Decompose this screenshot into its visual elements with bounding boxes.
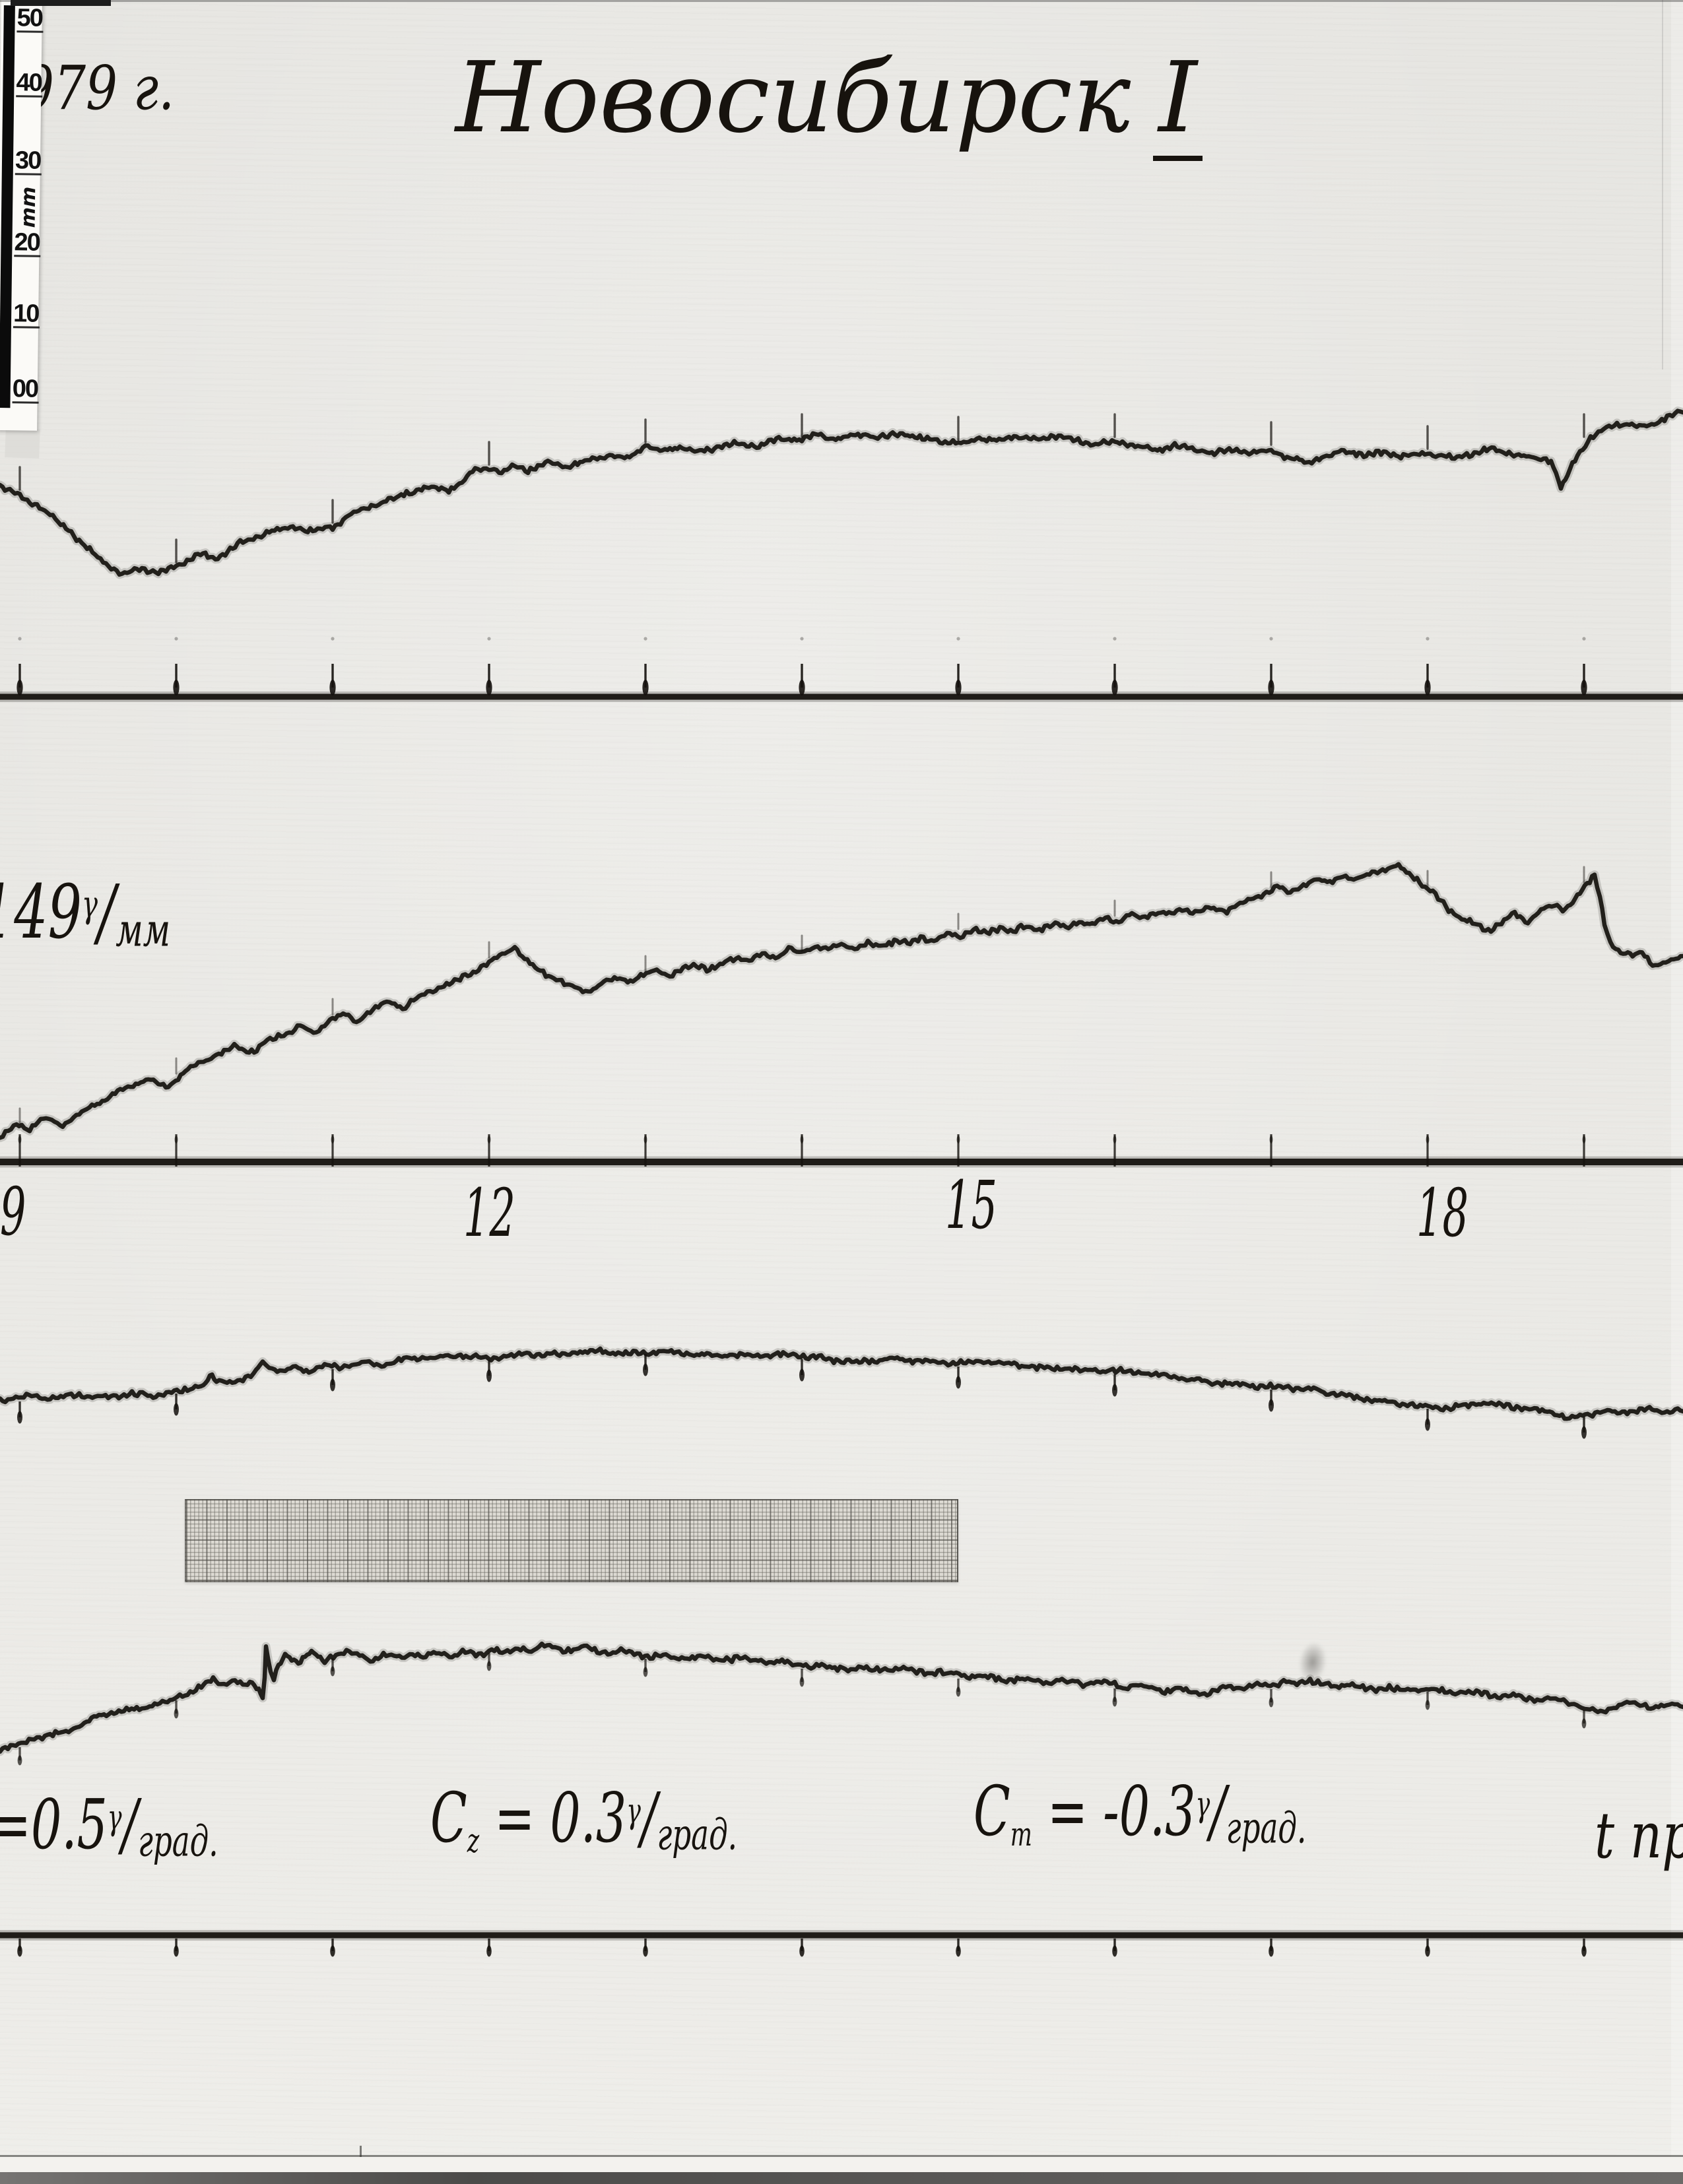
ruler-tick-00: 00 bbox=[12, 375, 40, 404]
ruler-tape bbox=[5, 428, 40, 459]
cal-h-unit: град. bbox=[138, 1816, 218, 1867]
bottom-paper-margin bbox=[0, 2157, 1683, 2172]
ruler-tick-50: 50 bbox=[16, 4, 44, 33]
scan-right-light-strip bbox=[1671, 0, 1683, 2184]
cal-t-equals: = bbox=[1047, 1771, 1088, 1851]
cal-z-equals: = bbox=[494, 1778, 535, 1858]
calibration-h: =0.5γ/град. bbox=[0, 1784, 315, 1867]
cal-z-subscript: z bbox=[467, 1821, 480, 1860]
hour-label-12: 12 bbox=[463, 1174, 515, 1252]
title-roman-numeral: I bbox=[1153, 41, 1203, 161]
cal-t-value: -0.3 bbox=[1103, 1771, 1196, 1851]
ruler-top-edge-shadow bbox=[11, 0, 111, 6]
bottom-edge-tick bbox=[360, 2146, 362, 2157]
pencil-smudge bbox=[1296, 1640, 1330, 1685]
trace-T-line bbox=[0, 1639, 1683, 1756]
hour-label-15: 15 bbox=[945, 1167, 997, 1244]
calibration-t: Cт = -0.3γ/град. bbox=[974, 1771, 1307, 1853]
mm-grid-strip bbox=[185, 1499, 958, 1582]
calibration-z: Cz = 0.3γ/град. bbox=[430, 1778, 738, 1860]
ruler-tick-30: 30 bbox=[15, 146, 42, 176]
cal-t-unit: град. bbox=[1226, 1803, 1307, 1853]
bottom-paper-edge-line bbox=[0, 2155, 1683, 2157]
mm-ruler: 50 40 30 20 10 00 mm bbox=[0, 0, 44, 431]
top-scan-edge bbox=[0, 0, 1683, 2]
cal-t-subscript: т bbox=[1010, 1815, 1032, 1853]
gamma-symbol: γ bbox=[107, 1798, 122, 1838]
trace-H-hour-flicks bbox=[18, 413, 1585, 563]
scale-number: 149 bbox=[0, 870, 82, 955]
trace-D-hour-flicks bbox=[18, 866, 1585, 1125]
cal-h-value: 0.5 bbox=[30, 1784, 108, 1865]
bottom-scan-band bbox=[0, 2172, 1683, 2184]
trace-T-hour-ticks bbox=[17, 1653, 1587, 1766]
baseline-1-hour-ticks bbox=[16, 637, 1587, 695]
page-title: Новосибирск I bbox=[455, 41, 1203, 161]
cal-t-symbol: C bbox=[974, 1771, 1010, 1851]
title-station-name: Новосибирск bbox=[455, 41, 1131, 154]
trace-H-line bbox=[0, 406, 1683, 579]
cal-z-symbol: C bbox=[430, 1778, 467, 1858]
paper-right-edge-line bbox=[1662, 0, 1663, 369]
trace-Z-hour-ticks bbox=[17, 1354, 1587, 1439]
year-label: 979 г. bbox=[22, 53, 175, 123]
gamma-symbol: γ bbox=[626, 1791, 641, 1832]
ruler-unit-label: mm bbox=[16, 186, 41, 228]
scale-slash: / bbox=[98, 870, 116, 955]
scale-value-label: 149γ/мм bbox=[0, 870, 244, 957]
hour-label-9: 9 bbox=[0, 1173, 26, 1250]
cal-z-value: 0.3 bbox=[550, 1778, 627, 1858]
trace-D-line bbox=[0, 860, 1683, 1142]
cal-z-unit: град. bbox=[657, 1810, 738, 1860]
ruler-tick-40: 40 bbox=[16, 69, 43, 98]
baseline-3-hour-ticks bbox=[17, 1939, 1587, 1957]
ruler-tick-20: 20 bbox=[14, 228, 41, 257]
gamma-symbol: γ bbox=[81, 883, 98, 927]
scale-unit: мм bbox=[116, 904, 171, 957]
ruler-black-bar bbox=[0, 5, 15, 408]
cal-h-equals: = bbox=[0, 1784, 31, 1865]
time-axis-label: t пр bbox=[1595, 1799, 1683, 1873]
baseline-2-hour-ticks bbox=[18, 1134, 1586, 1167]
trace-Z-line bbox=[0, 1344, 1683, 1423]
ruler-tick-10: 10 bbox=[13, 300, 40, 329]
hour-label-18: 18 bbox=[1416, 1174, 1468, 1252]
gamma-symbol: γ bbox=[1195, 1785, 1210, 1825]
